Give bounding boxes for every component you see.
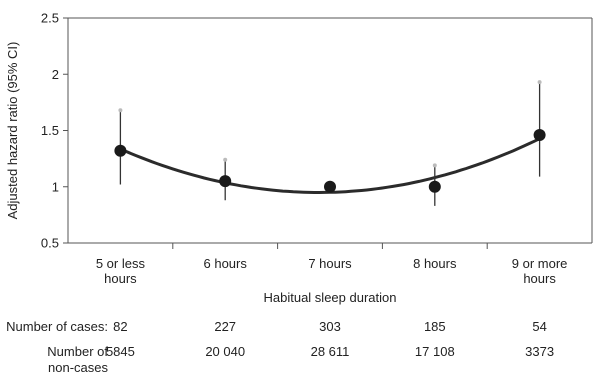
table-cell: 20 040 [205, 344, 245, 359]
table-cell: 54 [532, 319, 546, 334]
table-row-label: Number of [47, 344, 108, 359]
data-points [114, 129, 546, 193]
hazard-ratio-point [428, 180, 441, 193]
y-tick-label: 2 [52, 67, 59, 82]
x-category-label: 8 hours [413, 256, 457, 271]
table-cell: 17 108 [415, 344, 455, 359]
x-category-label: hours [104, 271, 137, 286]
table-cell: 5845 [106, 344, 135, 359]
y-tick-label: 2.5 [41, 11, 59, 26]
x-category-label: 9 or more [512, 256, 568, 271]
x-category-label: hours [523, 271, 556, 286]
ci-upper-tip [432, 163, 437, 168]
table-cell: 227 [214, 319, 236, 334]
ci-upper-tip [537, 80, 542, 85]
hazard-ratio-point [533, 129, 546, 141]
hazard-ratio-point [114, 144, 127, 157]
table-cell: 185 [424, 319, 446, 334]
ci-upper-tip [118, 108, 123, 113]
table-row-label: non-cases [48, 360, 108, 375]
y-axis-title: Adjusted hazard ratio (95% CI) [5, 42, 20, 220]
x-axis-title: Habitual sleep duration [264, 290, 397, 305]
chart-axes [67, 17, 593, 244]
y-tick-label: 1.5 [41, 123, 59, 138]
x-category-label: 5 or less [96, 256, 146, 271]
x-category-label: 7 hours [308, 256, 352, 271]
table-cell: 28 611 [311, 344, 350, 359]
y-axis-ticks: 0.5 1 1.5 2 2.5 [41, 11, 68, 251]
table-row-label: Number of cases: [6, 319, 108, 334]
table-cell: 3373 [525, 344, 554, 359]
ci-upper-tip [223, 157, 228, 162]
hazard-ratio-point [324, 180, 336, 193]
table-cell: 303 [319, 319, 341, 334]
table-cell: 82 [113, 319, 127, 334]
y-tick-label: 1 [52, 179, 59, 194]
y-tick-label: 0.5 [41, 236, 59, 251]
case-counts-table: Number of cases: 82 227 303 185 54 Number ofno… [6, 319, 554, 375]
x-category-label: 6 hours [204, 256, 248, 271]
hazard-ratio-point [219, 175, 232, 188]
